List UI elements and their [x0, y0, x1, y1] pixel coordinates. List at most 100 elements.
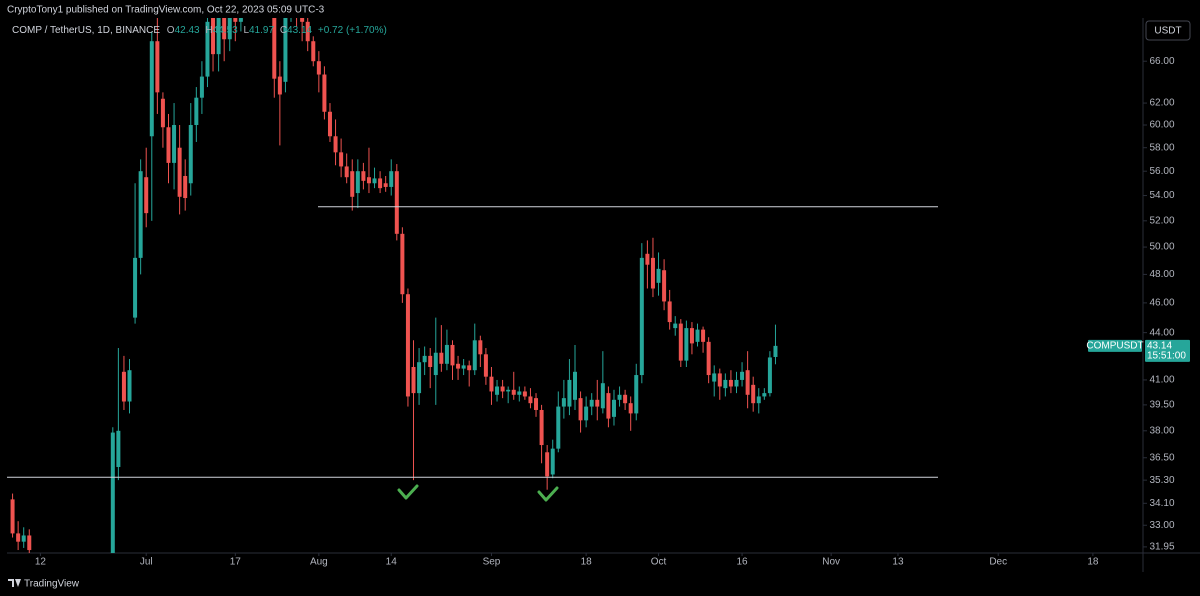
candle-body: [333, 136, 338, 153]
candle-body: [539, 409, 544, 446]
candle-body: [528, 396, 533, 404]
currency-button[interactable]: USDT: [1145, 20, 1191, 41]
candle-body: [667, 301, 672, 323]
candle-body: [199, 76, 204, 98]
plot-area: [10, 18, 778, 553]
candle-body: [144, 177, 149, 214]
candle-body: [678, 323, 683, 361]
x-tick-label: Dec: [989, 557, 1007, 568]
symbol-title: COMP / TetherUS, 1D, BINANCE: [12, 25, 160, 36]
candle-body: [623, 394, 628, 404]
candle-body: [595, 399, 600, 407]
candle-body: [461, 365, 466, 369]
candle-body: [205, 21, 210, 77]
candle-body: [734, 379, 739, 387]
currency-button-box[interactable]: [1145, 20, 1191, 41]
candle-body: [650, 257, 655, 289]
candle-body: [634, 375, 639, 414]
candle-body: [389, 171, 394, 187]
candle-body: [138, 171, 143, 258]
candle-body: [311, 41, 316, 62]
y-tick-label: 50.00: [1149, 242, 1174, 253]
candle-body: [489, 376, 494, 392]
candle-body: [127, 370, 132, 402]
candle-body: [172, 125, 177, 163]
candle-body: [561, 398, 566, 407]
candle-body: [701, 329, 706, 342]
x-tick-label: 14: [386, 557, 398, 568]
candle-body: [177, 147, 182, 197]
candle-body: [411, 366, 416, 394]
candle-body: [762, 393, 767, 397]
candle-body: [751, 384, 756, 404]
candle-body: [238, 18, 243, 22]
candle-body: [422, 355, 427, 363]
x-tick-label: 12: [35, 557, 47, 568]
y-tick-label: 52.00: [1149, 215, 1174, 226]
x-tick-label: 16: [736, 557, 748, 568]
y-tick-label: 58.00: [1149, 142, 1174, 153]
candle-body: [584, 406, 589, 421]
candle-body: [355, 171, 360, 194]
candle-body: [216, 18, 221, 55]
y-tick-label: 36.50: [1149, 452, 1174, 463]
candle-body: [456, 363, 461, 369]
x-tick-label: Nov: [822, 557, 840, 568]
y-tick-label: 34.10: [1149, 498, 1174, 509]
logo-text: TradingView: [24, 579, 80, 590]
x-tick-label: 18: [1087, 557, 1099, 568]
change: +0.72 (+1.70%): [318, 25, 387, 36]
ohlc-value: 42.43: [175, 25, 200, 36]
candle-body: [522, 391, 527, 397]
candle-body: [767, 357, 772, 394]
candle-body: [211, 18, 216, 55]
candle-body: [717, 373, 722, 387]
checkmark: [537, 486, 559, 502]
candle-body: [662, 270, 667, 302]
candle-body: [773, 345, 778, 357]
currency-button-label[interactable]: USDT: [1154, 26, 1181, 37]
candle-body: [400, 233, 405, 295]
candle-body: [589, 399, 594, 407]
candle-body: [689, 328, 694, 344]
candle-body: [305, 21, 310, 42]
y-tick-label: 39.50: [1149, 400, 1174, 411]
candle-body: [316, 61, 321, 75]
candle-body: [483, 354, 488, 377]
candle-body: [578, 398, 583, 421]
candle-body: [155, 41, 160, 93]
candle-body: [706, 341, 711, 376]
candle-body: [149, 41, 154, 137]
candle-body: [506, 389, 511, 392]
x-tick-label: Oct: [651, 557, 667, 568]
last-price-label: 43.14: [1147, 341, 1172, 352]
y-tick-label: 54.00: [1149, 190, 1174, 201]
candle-body: [283, 18, 288, 82]
candle-body: [160, 98, 165, 128]
candle-body: [227, 18, 232, 40]
candle-body: [611, 399, 616, 417]
candle-body: [27, 535, 32, 551]
candle-body: [728, 379, 733, 387]
ohlc-label: H: [205, 25, 212, 36]
candle-body: [16, 533, 21, 542]
symbol-legend: COMP / TetherUS, 1D, BINANCE O42.43 H44.…: [12, 25, 387, 36]
candle-body: [116, 430, 121, 467]
tradingview-logo: TradingView: [8, 579, 80, 590]
logo-icon: [8, 579, 21, 587]
candle-body: [450, 344, 455, 366]
candle-body: [233, 18, 238, 22]
ohlc-label: C: [280, 25, 287, 36]
checkmark: [397, 484, 419, 500]
x-tick-label: Jul: [140, 557, 153, 568]
candle-body: [439, 352, 444, 364]
candle-body: [567, 379, 572, 407]
y-tick-label: 44.00: [1149, 327, 1174, 338]
candle-body: [188, 125, 193, 184]
candle-body: [277, 76, 282, 95]
candle-body: [511, 389, 516, 395]
candle-body: [617, 394, 622, 400]
candle-body: [383, 183, 388, 187]
last-price-box: [1145, 339, 1190, 362]
